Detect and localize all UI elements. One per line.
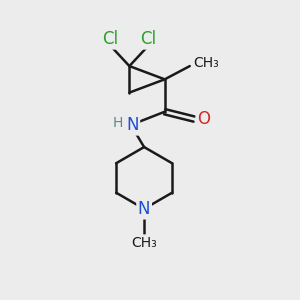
Text: Cl: Cl	[102, 30, 118, 48]
Text: N: N	[138, 200, 150, 218]
Text: N: N	[126, 116, 139, 134]
Text: Cl: Cl	[140, 30, 157, 48]
Text: H: H	[112, 116, 123, 130]
Text: CH₃: CH₃	[193, 56, 219, 70]
Text: CH₃: CH₃	[131, 236, 157, 250]
Text: O: O	[197, 110, 210, 128]
